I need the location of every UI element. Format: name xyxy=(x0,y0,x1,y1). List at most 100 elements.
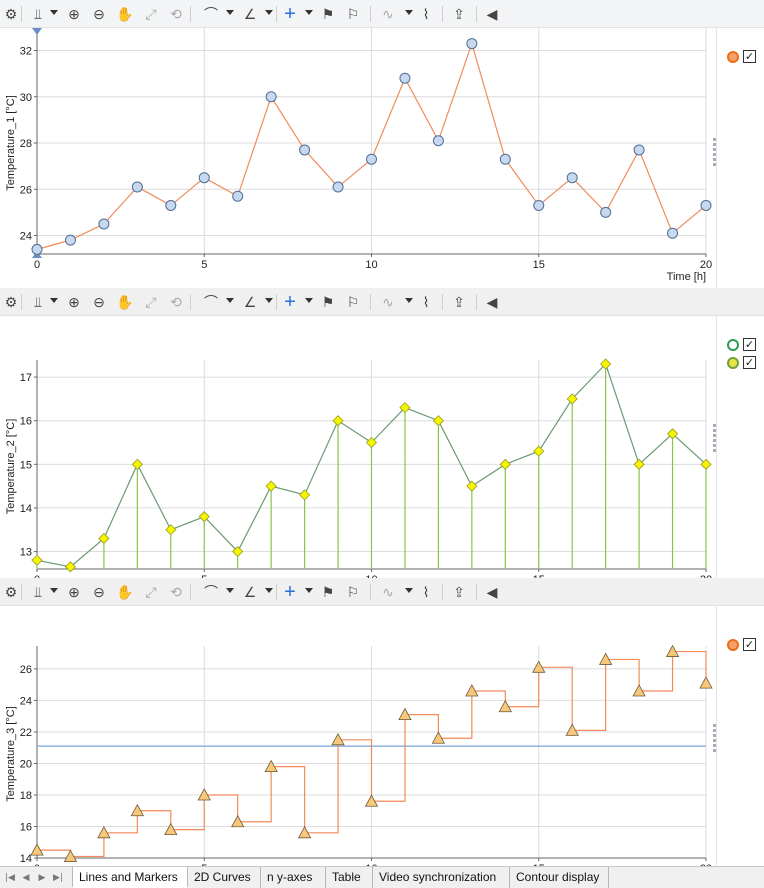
x-tick-label: 15 xyxy=(533,863,545,866)
dropdown-arrow-icon[interactable] xyxy=(50,588,58,593)
series-visibility-checkbox[interactable]: ✓ xyxy=(743,338,756,351)
dropdown-arrow-icon[interactable] xyxy=(226,298,234,303)
zoom-back-icon[interactable]: ⟲ xyxy=(170,583,182,600)
tab-2d-curves[interactable]: 2D Curves xyxy=(188,867,261,888)
axes-icon[interactable]: ∠ xyxy=(243,583,257,600)
series-color-icon xyxy=(727,339,739,351)
prev-tab-icon[interactable]: ◀ xyxy=(22,873,30,883)
export-icon[interactable]: ⇪ xyxy=(453,5,465,22)
dropdown-arrow-icon[interactable] xyxy=(50,298,58,303)
dropdown-arrow-icon[interactable] xyxy=(405,10,413,15)
legend-panel: ✓ xyxy=(713,606,764,866)
zoom-fit-icon[interactable]: ⤢ xyxy=(145,5,157,22)
plot-area[interactable]: 1416182022242605101520Time [h]Temperatur… xyxy=(0,606,716,866)
crosshair-icon[interactable]: + xyxy=(284,580,296,603)
data-point xyxy=(98,218,110,230)
marker-add-icon[interactable]: ⚑ xyxy=(321,583,335,600)
settings-icon[interactable]: ⚙ xyxy=(4,583,18,600)
data-point xyxy=(466,480,478,492)
dropdown-arrow-icon[interactable] xyxy=(226,588,234,593)
zoom-out-icon[interactable]: ⊖ xyxy=(93,583,105,600)
plot-area[interactable]: 131415161705101520Time [h]Temperature_2 … xyxy=(0,316,716,578)
dropdown-arrow-icon[interactable] xyxy=(265,298,273,303)
zoom-in-icon[interactable]: ⊕ xyxy=(68,293,80,310)
tab-table[interactable]: Table xyxy=(326,867,373,888)
data-point xyxy=(665,644,680,657)
marker-remove-icon[interactable]: ⚐ xyxy=(346,293,360,310)
axes-icon[interactable]: ∠ xyxy=(243,293,257,310)
series-visibility-checkbox[interactable]: ✓ xyxy=(743,638,756,651)
zoom-out-icon[interactable]: ⊖ xyxy=(93,293,105,310)
resize-grip-icon[interactable] xyxy=(713,138,716,168)
trend-icon[interactable]: ∿ xyxy=(382,5,394,22)
mute-icon[interactable]: ◀ xyxy=(486,5,498,22)
cursor-icon[interactable]: ⫫ xyxy=(34,583,42,600)
axes-icon[interactable]: ∠ xyxy=(243,5,257,22)
tab-video-synchronization[interactable]: Video synchronization xyxy=(373,867,510,888)
pan-hand-icon[interactable]: ✋ xyxy=(116,5,134,22)
mute-icon[interactable]: ◀ xyxy=(486,293,498,310)
dropdown-arrow-icon[interactable] xyxy=(305,10,313,15)
zoom-back-icon[interactable]: ⟲ xyxy=(170,5,182,22)
dropdown-arrow-icon[interactable] xyxy=(265,588,273,593)
toolbar-separator xyxy=(442,6,443,22)
first-tab-icon[interactable]: |◀ xyxy=(5,873,15,883)
pan-hand-icon[interactable]: ✋ xyxy=(116,583,134,600)
toolbar-separator xyxy=(476,6,477,22)
data-point xyxy=(499,458,511,470)
zoom-out-icon[interactable]: ⊖ xyxy=(93,5,105,22)
data-point xyxy=(399,402,411,414)
curve-style-icon[interactable]: ⌒ xyxy=(204,6,218,22)
resize-grip-icon[interactable] xyxy=(713,724,716,754)
marker-add-icon[interactable]: ⚑ xyxy=(321,293,335,310)
zoom-fit-icon[interactable]: ⤢ xyxy=(145,583,157,600)
dropdown-arrow-icon[interactable] xyxy=(226,10,234,15)
legend-item-temperature-2-stems[interactable]: ✓ xyxy=(727,356,761,370)
settings-icon[interactable]: ⚙ xyxy=(4,293,18,310)
zoom-in-icon[interactable]: ⊕ xyxy=(68,5,80,22)
legend-item-temperature-2[interactable]: ✓ xyxy=(727,338,761,352)
cursor-icon[interactable]: ⫫ xyxy=(34,293,42,310)
dropdown-arrow-icon[interactable] xyxy=(405,298,413,303)
dropdown-arrow-icon[interactable] xyxy=(50,10,58,15)
trend-icon[interactable]: ∿ xyxy=(382,293,394,310)
resize-grip-icon[interactable] xyxy=(713,424,716,454)
series-visibility-checkbox[interactable]: ✓ xyxy=(743,50,756,63)
curve-style-icon[interactable]: ⌒ xyxy=(204,584,218,600)
dropdown-arrow-icon[interactable] xyxy=(305,298,313,303)
export-icon[interactable]: ⇪ xyxy=(453,293,465,310)
compare-icon[interactable]: ⌇ xyxy=(422,583,430,600)
dropdown-arrow-icon[interactable] xyxy=(405,588,413,593)
settings-icon[interactable]: ⚙ xyxy=(4,5,18,22)
marker-remove-icon[interactable]: ⚐ xyxy=(346,583,360,600)
tab-contour-display[interactable]: Contour display xyxy=(510,867,609,888)
toolbar-separator xyxy=(21,6,22,22)
pan-hand-icon[interactable]: ✋ xyxy=(116,293,134,310)
marker-add-icon[interactable]: ⚑ xyxy=(321,5,335,22)
cursor-icon[interactable]: ⫫ xyxy=(34,5,42,22)
zoom-back-icon[interactable]: ⟲ xyxy=(170,293,182,310)
tab-lines-and-markers[interactable]: Lines and Markers xyxy=(72,867,188,888)
data-point xyxy=(64,561,77,573)
crosshair-icon[interactable]: + xyxy=(284,2,296,25)
legend-item-temperature-3[interactable]: ✓ xyxy=(727,638,761,652)
curve-style-icon[interactable]: ⌒ xyxy=(204,294,218,310)
compare-icon[interactable]: ⌇ xyxy=(422,5,430,22)
last-tab-icon[interactable]: ▶| xyxy=(53,873,63,883)
export-icon[interactable]: ⇪ xyxy=(453,583,465,600)
series-visibility-checkbox[interactable]: ✓ xyxy=(743,356,756,369)
dropdown-arrow-icon[interactable] xyxy=(305,588,313,593)
compare-icon[interactable]: ⌇ xyxy=(422,293,430,310)
y-tick-label: 28 xyxy=(20,138,32,150)
crosshair-icon[interactable]: + xyxy=(284,290,296,313)
mute-icon[interactable]: ◀ xyxy=(486,583,498,600)
marker-remove-icon[interactable]: ⚐ xyxy=(346,5,360,22)
tab-n-y-axes[interactable]: n y-axes xyxy=(261,867,326,888)
zoom-in-icon[interactable]: ⊕ xyxy=(68,583,80,600)
legend-item-temperature-1[interactable]: ✓ xyxy=(727,50,761,64)
dropdown-arrow-icon[interactable] xyxy=(265,10,273,15)
zoom-fit-icon[interactable]: ⤢ xyxy=(145,293,157,310)
next-tab-icon[interactable]: ▶ xyxy=(38,873,46,883)
trend-icon[interactable]: ∿ xyxy=(382,583,394,600)
